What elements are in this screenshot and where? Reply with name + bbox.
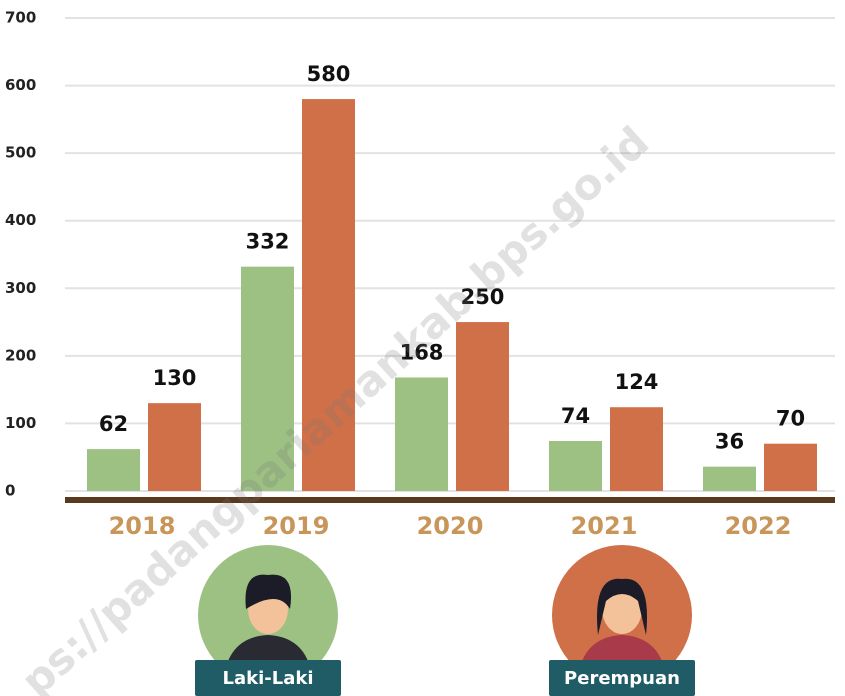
- data-label: 74: [561, 404, 590, 428]
- legend-label: Laki-Laki: [223, 668, 314, 689]
- bar: [241, 266, 294, 491]
- bar: [456, 322, 509, 491]
- y-tick-label: 100: [5, 414, 36, 432]
- data-label: 168: [400, 340, 444, 364]
- data-label: 250: [461, 285, 505, 309]
- data-label: 62: [99, 412, 128, 436]
- legend-label: Perempuan: [564, 668, 680, 689]
- y-tick-label: 700: [5, 9, 36, 27]
- bar: [148, 403, 201, 491]
- legend-item: Laki-Laki: [195, 545, 341, 696]
- bar: [549, 440, 602, 491]
- legend-item: Perempuan: [549, 545, 695, 696]
- x-tick-label: 2018: [109, 512, 176, 540]
- x-tick-label: 2021: [571, 512, 638, 540]
- data-label: 130: [153, 366, 197, 390]
- bar: [87, 449, 140, 491]
- legend-box: [195, 660, 341, 696]
- bar: [610, 407, 663, 491]
- y-tick-label: 600: [5, 76, 36, 94]
- data-label: 332: [246, 230, 290, 254]
- bar: [302, 99, 355, 491]
- x-tick-label: 2020: [417, 512, 484, 540]
- avatar-hair: [245, 574, 292, 609]
- y-tick-label: 0: [5, 482, 15, 500]
- data-label: 70: [776, 407, 805, 431]
- bar: [395, 377, 448, 491]
- data-label: 124: [615, 370, 659, 394]
- x-tick-label: 2022: [725, 512, 792, 540]
- y-tick-label: 400: [5, 211, 36, 229]
- y-tick-label: 200: [5, 346, 36, 364]
- legend-box: [549, 660, 695, 696]
- data-label: 580: [307, 62, 351, 86]
- bar: [703, 466, 756, 491]
- data-label: 36: [715, 430, 744, 454]
- y-tick-label: 300: [5, 279, 36, 297]
- bar: [764, 443, 817, 491]
- x-tick-label: 2019: [263, 512, 330, 540]
- y-tick-label: 500: [5, 144, 36, 162]
- avatar-hair: [597, 578, 647, 635]
